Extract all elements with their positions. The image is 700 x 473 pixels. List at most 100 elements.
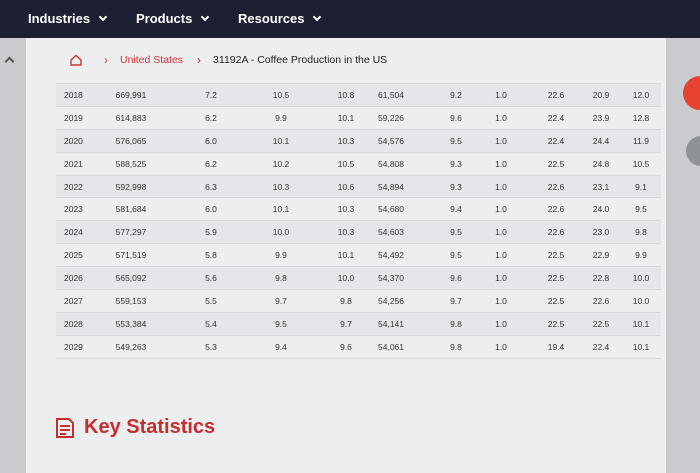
table-cell: 59,226 xyxy=(378,112,404,123)
table-cell: 9.8 xyxy=(635,227,647,238)
table-cell: 54,256 xyxy=(378,295,404,306)
table-cell: 1.0 xyxy=(495,341,507,352)
table-cell: 10.3 xyxy=(337,204,355,215)
table-cell: 1.0 xyxy=(495,89,507,100)
table-cell: 1.0 xyxy=(495,227,507,238)
table-cell: 23.1 xyxy=(592,181,610,192)
table-cell: 9.8 xyxy=(450,341,462,352)
nav-industries-label: Industries xyxy=(28,11,91,26)
table-cell: 22.9 xyxy=(592,250,610,261)
table-cell: 54,141 xyxy=(378,318,404,329)
table-cell-year: 2020 xyxy=(64,135,83,146)
table-cell: 12.8 xyxy=(632,112,650,123)
table-cell: 10.2 xyxy=(272,158,290,169)
table-cell: 9.9 xyxy=(275,112,287,123)
content-panel: › United States › 31192A - Coffee Produc… xyxy=(26,38,666,473)
table-cell: 669,991 xyxy=(115,89,147,100)
table-cell: 5.5 xyxy=(205,295,217,306)
nav-products[interactable]: Products xyxy=(136,11,210,26)
table-cell: 10.5 xyxy=(337,158,355,169)
table-row: 2029 549,263 5.3 9.4 9.6 54,061 9.8 1.0 19.4 22.4… xyxy=(56,336,661,359)
table-cell: 9.2 xyxy=(450,89,462,100)
table-cell: 1.0 xyxy=(495,112,507,123)
table-cell: 9.9 xyxy=(275,250,287,261)
table-cell: 9.9 xyxy=(635,250,647,261)
table-cell: 6.2 xyxy=(205,158,217,169)
table-cell: 571,519 xyxy=(115,250,147,261)
table-cell: 9.6 xyxy=(340,341,352,352)
table-cell: 9.3 xyxy=(450,181,462,192)
table-cell: 54,680 xyxy=(378,204,404,215)
table-cell: 1.0 xyxy=(495,273,507,284)
table-cell: 22.5 xyxy=(547,273,565,284)
table-cell: 54,576 xyxy=(378,135,404,146)
table-cell: 549,263 xyxy=(115,341,147,352)
table-cell: 22.6 xyxy=(592,295,610,306)
table-cell: 6.0 xyxy=(205,204,217,215)
table-cell: 5.3 xyxy=(205,341,217,352)
table-cell: 5.9 xyxy=(205,227,217,238)
table-row: 2026 565,092 5.6 9.8 10.0 54,370 9.6 1.0 22.5 22.… xyxy=(56,267,661,291)
table-cell: 592,998 xyxy=(115,181,147,192)
table-cell: 1.0 xyxy=(495,158,507,169)
table-cell: 54,061 xyxy=(378,341,404,352)
table-cell: 9.7 xyxy=(450,295,462,306)
table-cell: 9.5 xyxy=(450,135,462,146)
table-cell-year: 2028 xyxy=(64,318,83,329)
table-header xyxy=(56,78,661,84)
home-icon[interactable] xyxy=(70,54,82,66)
table-cell: 6.0 xyxy=(205,135,217,146)
nav-products-label: Products xyxy=(136,11,193,26)
table-cell: 553,384 xyxy=(115,318,147,329)
table-cell: 9.1 xyxy=(635,181,647,192)
table-cell-year: 2022 xyxy=(64,181,83,192)
breadcrumb-country[interactable]: United States xyxy=(120,54,184,66)
table-cell: 6.2 xyxy=(205,112,217,123)
table-cell: 9.4 xyxy=(450,204,462,215)
table-cell: 9.7 xyxy=(275,295,287,306)
chevron-up-icon[interactable] xyxy=(4,56,15,67)
table-cell-year: 2027 xyxy=(64,295,83,306)
table-cell-year: 2024 xyxy=(64,227,83,238)
table-cell: 5.8 xyxy=(205,250,217,261)
table-cell: 565,092 xyxy=(115,273,147,284)
top-navigation: Industries Products Resources xyxy=(0,0,700,38)
table-cell: 61,504 xyxy=(378,89,404,100)
table-cell: 9.6 xyxy=(450,273,462,284)
table-cell: 54,370 xyxy=(378,273,404,284)
table-cell: 614,883 xyxy=(115,112,147,123)
breadcrumb-current: 31192A - Coffee Production in the US xyxy=(213,54,388,66)
table-cell: 24.8 xyxy=(592,158,610,169)
table-cell: 20.9 xyxy=(592,89,610,100)
table-cell: 22.5 xyxy=(547,158,565,169)
chevron-right-icon: › xyxy=(104,53,108,67)
nav-resources[interactable]: Resources xyxy=(238,11,322,26)
key-statistics-title: Key Statistics xyxy=(84,416,216,438)
nav-industries[interactable]: Industries xyxy=(28,11,108,26)
scroll-indicator[interactable] xyxy=(686,136,700,166)
table-cell-year: 2019 xyxy=(64,112,83,123)
table-cell: 9.5 xyxy=(635,204,647,215)
table-cell: 559,153 xyxy=(115,295,147,306)
chevron-right-icon: › xyxy=(197,53,202,67)
table-cell: 1.0 xyxy=(495,204,507,215)
table-cell: 577,297 xyxy=(115,227,147,238)
table-cell: 10.0 xyxy=(337,273,355,284)
table-cell: 1.0 xyxy=(495,135,507,146)
chat-bubble-button[interactable] xyxy=(683,76,700,110)
table-cell: 10.1 xyxy=(272,135,290,146)
table-row: 2022 592,998 6.3 10.3 10.6 54,894 9.3 1.0 22.6 23… xyxy=(56,175,661,199)
table-cell: 10.1 xyxy=(272,204,290,215)
table-row: 2020 576,065 6.0 10.1 10.3 54,576 9.5 1.0 22.4 24… xyxy=(56,129,661,153)
table-cell: 22.6 xyxy=(547,89,565,100)
table-row: 2027 559,153 5.5 9.7 9.8 54,256 9.7 1.0 22.5 22.6… xyxy=(56,290,661,313)
table-cell: 9.8 xyxy=(275,273,287,284)
chevron-down-icon xyxy=(201,12,210,21)
table-cell: 9.5 xyxy=(450,250,462,261)
table-row: 2025 571,519 5.8 9.9 10.1 54,492 9.5 1.0 22.5 22.… xyxy=(56,244,661,268)
table-cell: 10.5 xyxy=(272,89,290,100)
table-cell: 1.0 xyxy=(495,250,507,261)
breadcrumb: › United States › 31192A - Coffee Produc… xyxy=(70,49,387,71)
table-cell-year: 2029 xyxy=(64,341,83,352)
table-cell: 54,894 xyxy=(378,181,404,192)
